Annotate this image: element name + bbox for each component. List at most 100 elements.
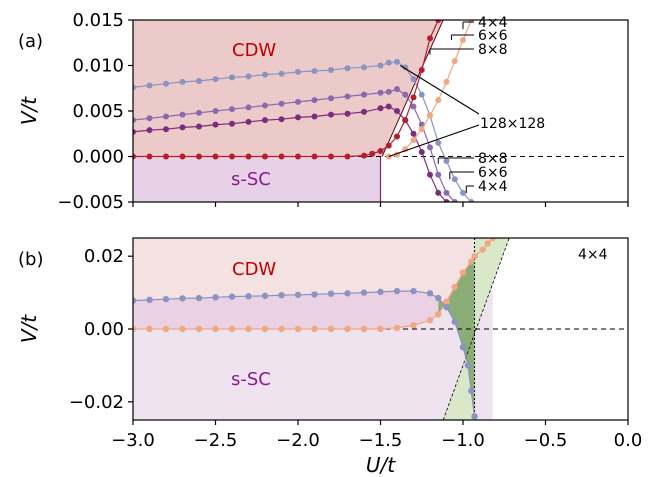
data-point bbox=[344, 93, 351, 100]
data-point bbox=[328, 67, 334, 74]
data-point bbox=[179, 295, 186, 302]
x-tick-label: −2.5 bbox=[194, 430, 238, 451]
data-point bbox=[443, 189, 450, 196]
annotation-leader bbox=[388, 124, 480, 158]
data-point bbox=[295, 114, 301, 121]
data-point bbox=[311, 67, 318, 74]
data-point bbox=[468, 258, 475, 265]
data-point bbox=[311, 97, 318, 104]
data-point bbox=[360, 289, 368, 296]
data-point bbox=[460, 37, 466, 44]
annotation-label: 4×4 bbox=[478, 179, 508, 195]
data-point bbox=[468, 199, 475, 202]
data-point bbox=[179, 325, 186, 333]
data-point bbox=[377, 325, 384, 333]
data-point bbox=[418, 67, 425, 74]
phase-boundary bbox=[381, 20, 444, 157]
data-point bbox=[163, 80, 169, 87]
data-point bbox=[451, 318, 458, 325]
data-point bbox=[261, 292, 269, 300]
size-label: 4×4 bbox=[578, 247, 608, 263]
data-point bbox=[479, 246, 486, 253]
data-point bbox=[146, 82, 153, 89]
data-point bbox=[195, 294, 203, 302]
data-point bbox=[402, 91, 409, 98]
data-point bbox=[443, 158, 450, 165]
data-point bbox=[464, 362, 472, 369]
data-point bbox=[146, 127, 153, 134]
data-point bbox=[195, 325, 203, 333]
x-tick-label: −1.5 bbox=[359, 430, 403, 451]
data-point bbox=[410, 287, 417, 295]
data-point bbox=[443, 298, 450, 305]
data-point bbox=[402, 64, 409, 71]
data-point bbox=[435, 294, 442, 302]
y-axis-label: V/t bbox=[17, 96, 41, 125]
data-point bbox=[212, 76, 219, 83]
cdw-label: CDW bbox=[232, 259, 276, 280]
data-point bbox=[311, 291, 318, 298]
data-point bbox=[162, 325, 170, 333]
data-point bbox=[146, 115, 153, 122]
data-point bbox=[410, 103, 417, 110]
data-point bbox=[443, 78, 450, 85]
data-point bbox=[427, 171, 433, 178]
data-point bbox=[385, 142, 392, 149]
data-point bbox=[344, 110, 351, 117]
data-point bbox=[385, 103, 392, 110]
data-point bbox=[394, 58, 400, 65]
data-point bbox=[278, 291, 285, 299]
data-point bbox=[311, 153, 318, 160]
data-point bbox=[278, 153, 285, 160]
data-point bbox=[460, 189, 466, 196]
cdw-region bbox=[133, 20, 444, 157]
annotation-label: 128×128 bbox=[480, 116, 545, 132]
data-point bbox=[410, 322, 417, 329]
data-point bbox=[162, 295, 170, 303]
data-point bbox=[410, 137, 417, 144]
data-point bbox=[196, 77, 202, 84]
annotation-label: 8×8 bbox=[478, 151, 508, 167]
y-tick-label: 0.010 bbox=[72, 56, 124, 77]
data-point bbox=[459, 344, 467, 351]
annotation-leader bbox=[400, 65, 480, 115]
data-point bbox=[311, 113, 318, 120]
data-point bbox=[196, 109, 202, 116]
data-point bbox=[394, 86, 400, 93]
x-tick-label: −3.0 bbox=[111, 430, 155, 451]
data-point bbox=[451, 199, 458, 202]
coexistence-region bbox=[133, 291, 439, 329]
data-point bbox=[179, 124, 186, 131]
annotation-label: 8×8 bbox=[478, 42, 508, 58]
data-point bbox=[278, 70, 285, 77]
y-tick-label: 0.000 bbox=[72, 147, 124, 168]
data-point bbox=[426, 290, 434, 297]
data-point bbox=[294, 325, 302, 333]
data-point bbox=[385, 59, 392, 66]
data-point bbox=[229, 106, 235, 113]
data-point bbox=[361, 108, 367, 115]
data-point bbox=[344, 65, 351, 72]
data-point bbox=[262, 117, 268, 124]
data-point bbox=[418, 91, 425, 98]
data-point bbox=[133, 153, 136, 160]
data-point bbox=[133, 84, 136, 91]
data-point bbox=[278, 116, 285, 123]
y-tick-label: 0.005 bbox=[72, 101, 124, 122]
data-point bbox=[435, 189, 442, 196]
data-point bbox=[394, 108, 400, 114]
data-point bbox=[435, 97, 442, 104]
data-point bbox=[427, 144, 433, 151]
data-point bbox=[427, 35, 433, 42]
data-point bbox=[133, 297, 137, 304]
x-axis-label: U/t bbox=[366, 453, 396, 477]
data-point bbox=[196, 123, 202, 130]
x-tick-label: −2.0 bbox=[276, 430, 320, 451]
data-point bbox=[179, 153, 186, 160]
panel-label: (b) bbox=[18, 249, 43, 270]
data-point bbox=[229, 74, 235, 81]
cdw-label: CDW bbox=[232, 40, 276, 61]
y-tick-label: 0.02 bbox=[84, 246, 124, 267]
data-point bbox=[489, 238, 496, 242]
